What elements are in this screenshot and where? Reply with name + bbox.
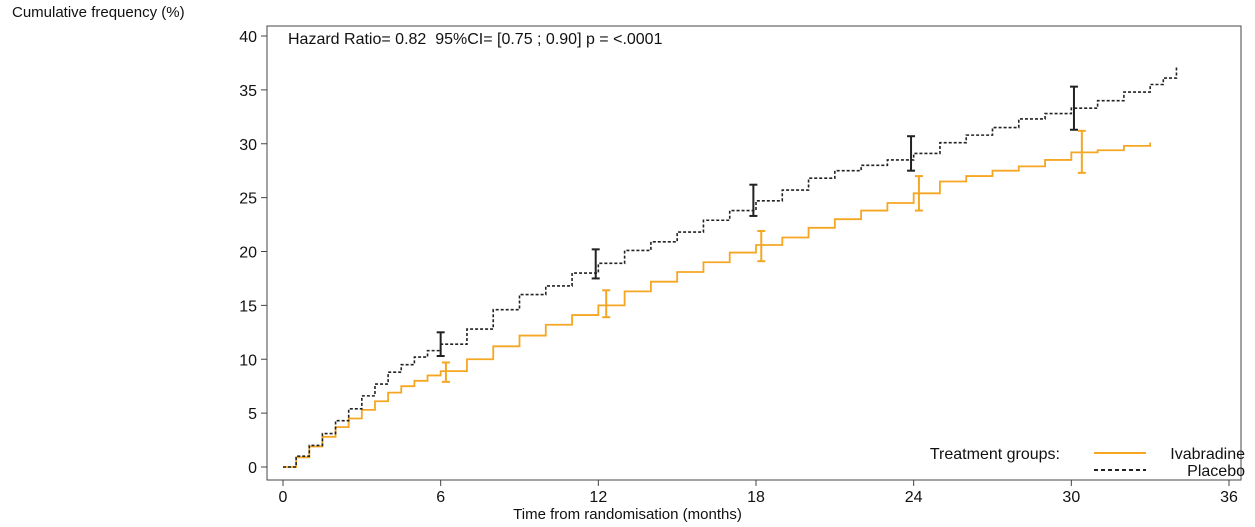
legend-label-placebo: Placebo bbox=[1187, 463, 1245, 480]
y-tick-label: 15 bbox=[239, 298, 257, 315]
y-tick-label: 10 bbox=[239, 352, 257, 369]
ivabradine-series-line bbox=[283, 142, 1152, 468]
hazard-ratio-annotation: Hazard Ratio= 0.82 95%CI= [0.75 ; 0.90] … bbox=[288, 31, 663, 48]
y-tick-label: 30 bbox=[239, 137, 257, 154]
plot-frame bbox=[266, 25, 1242, 481]
y-tick-label: 20 bbox=[239, 245, 257, 262]
x-tick-label: 30 bbox=[1062, 489, 1080, 506]
x-tick-label: 0 bbox=[279, 489, 288, 506]
placebo-series-line bbox=[283, 66, 1178, 468]
y-axis-label: Cumulative frequency (%) bbox=[12, 4, 185, 21]
x-tick-label: 36 bbox=[1220, 489, 1238, 506]
y-tick-label: 40 bbox=[239, 29, 257, 46]
y-tick-label: 0 bbox=[248, 460, 257, 477]
y-tick-label: 5 bbox=[248, 406, 257, 423]
y-tick-label: 35 bbox=[239, 83, 257, 100]
x-tick-label: 24 bbox=[905, 489, 923, 506]
x-axis-label: Time from randomisation (months) bbox=[513, 506, 742, 523]
y-tick-label: 25 bbox=[239, 191, 257, 208]
x-tick-label: 12 bbox=[589, 489, 607, 506]
x-tick-label: 6 bbox=[436, 489, 445, 506]
x-tick-label: 18 bbox=[747, 489, 765, 506]
legend-title: Treatment groups: bbox=[930, 446, 1060, 463]
legend-label-ivabradine: Ivabradine bbox=[1170, 446, 1245, 463]
